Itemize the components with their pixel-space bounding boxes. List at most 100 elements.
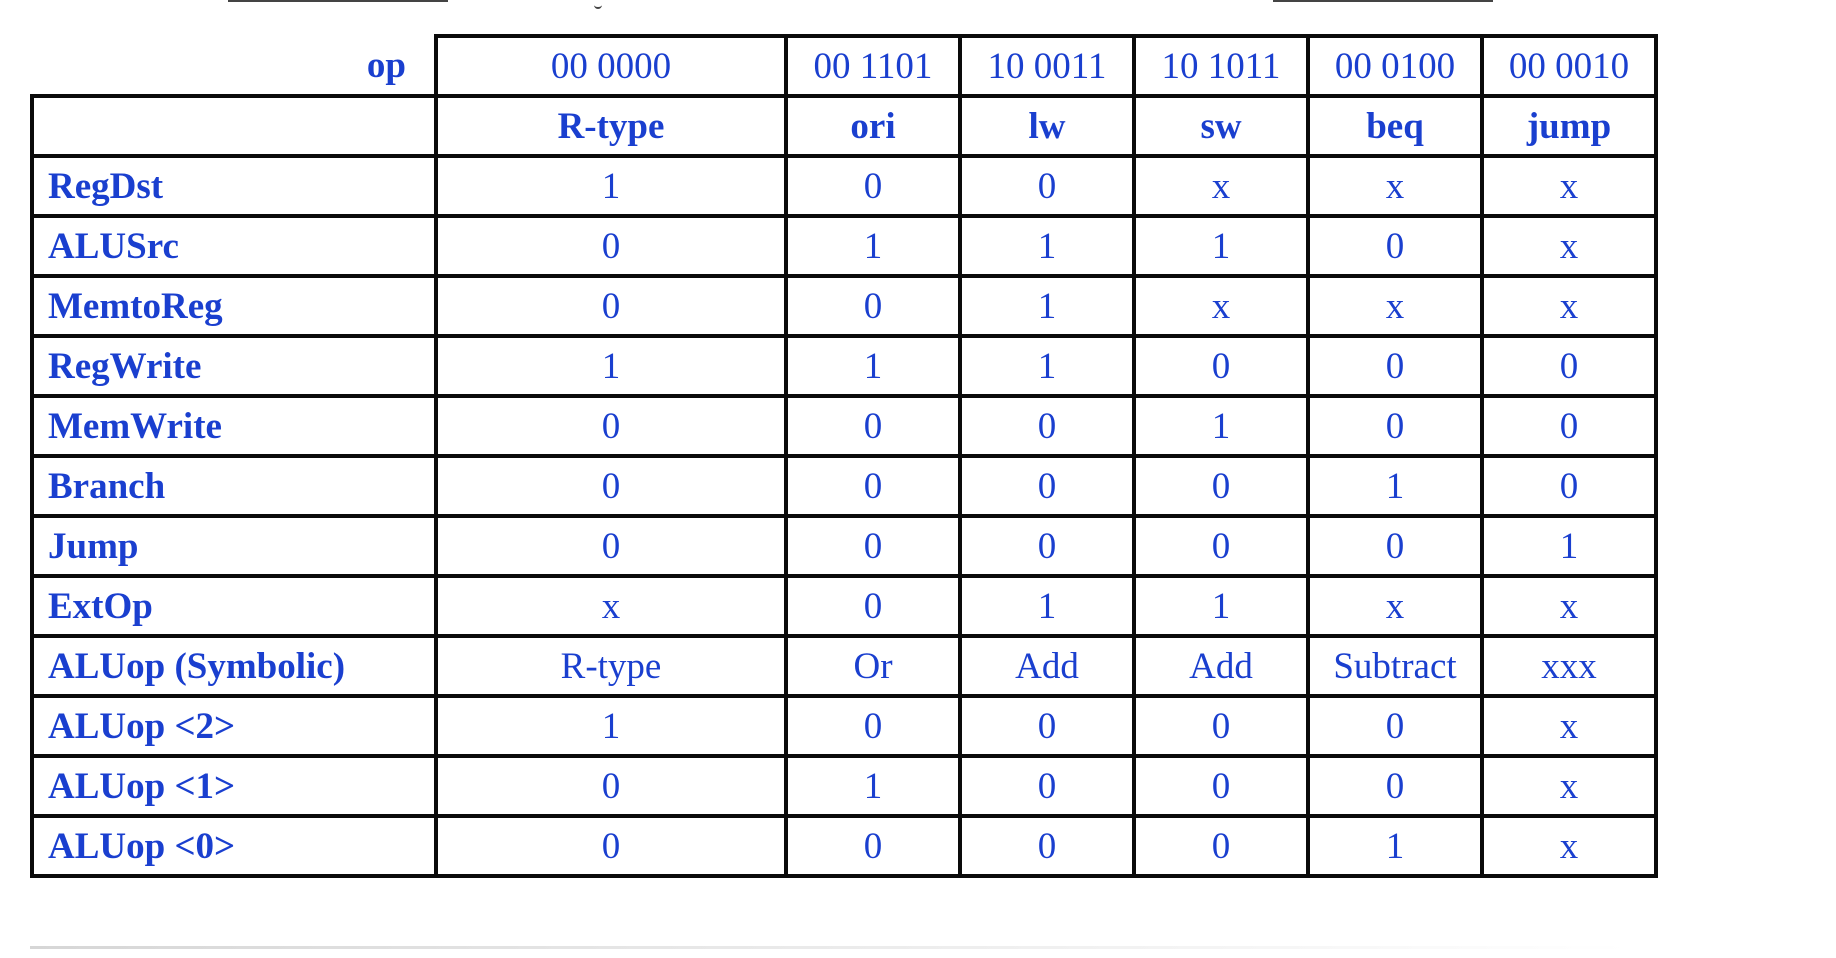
signal-value-cell: 0 bbox=[1132, 514, 1310, 578]
signal-value-cell: 0 bbox=[434, 394, 788, 458]
signal-value-cell: 1 bbox=[958, 334, 1136, 398]
signal-value-cell: x bbox=[1306, 574, 1484, 638]
signal-value-cell: 1 bbox=[434, 154, 788, 218]
table-row: ALUSrc 0 1 1 1 0 x bbox=[30, 214, 1658, 278]
opcode-row: op 00 0000 00 1101 10 0011 10 1011 00 01… bbox=[32, 34, 1658, 98]
instruction-header: R-type bbox=[434, 94, 788, 158]
signal-value-cell: Add bbox=[958, 634, 1136, 698]
opcode-cell: 10 0011 bbox=[958, 34, 1136, 98]
signal-value-cell: 0 bbox=[958, 814, 1136, 878]
signal-value-cell: 0 bbox=[1306, 394, 1484, 458]
table-row: Jump 0 0 0 0 0 1 bbox=[30, 514, 1658, 578]
control-signal-table: op 00 0000 00 1101 10 0011 10 1011 00 01… bbox=[30, 34, 1658, 878]
signal-value-cell: x bbox=[1480, 694, 1658, 758]
table-body: op 00 0000 00 1101 10 0011 10 1011 00 01… bbox=[30, 34, 1658, 878]
cropped-underline-right bbox=[1273, 0, 1493, 2]
signal-value-cell: 0 bbox=[958, 454, 1136, 518]
signal-value-cell: 1 bbox=[784, 334, 962, 398]
signal-value-cell: 0 bbox=[434, 274, 788, 338]
table-row: MemtoReg 0 0 1 x x x bbox=[30, 274, 1658, 338]
cropped-glyph-fragment bbox=[594, 0, 602, 9]
signal-value-cell: 0 bbox=[1132, 754, 1310, 818]
opcode-cell: 00 1101 bbox=[784, 34, 962, 98]
instruction-header: beq bbox=[1306, 94, 1484, 158]
signal-value-cell: 0 bbox=[1132, 334, 1310, 398]
instruction-header: ori bbox=[784, 94, 962, 158]
signal-value-cell: 1 bbox=[958, 574, 1136, 638]
table-row: RegDst 1 0 0 x x x bbox=[30, 154, 1658, 218]
signal-value-cell: 0 bbox=[1306, 694, 1484, 758]
signal-value-cell: Subtract bbox=[1306, 634, 1484, 698]
opcode-cell: 00 0000 bbox=[434, 34, 788, 98]
signal-name: ALUSrc bbox=[30, 214, 438, 278]
signal-value-cell: 0 bbox=[1480, 454, 1658, 518]
signal-value-cell: x bbox=[1480, 814, 1658, 878]
signal-value-cell: 1 bbox=[1132, 574, 1310, 638]
signal-value-cell: Add bbox=[1132, 634, 1310, 698]
signal-value-cell: 1 bbox=[1132, 394, 1310, 458]
op-label: op bbox=[32, 36, 436, 98]
signal-value-cell: 1 bbox=[958, 214, 1136, 278]
cropped-underline-left bbox=[228, 0, 448, 2]
signal-value-cell: 0 bbox=[784, 814, 962, 878]
signal-value-cell: Or bbox=[784, 634, 962, 698]
signal-value-cell: 0 bbox=[434, 754, 788, 818]
signal-value-cell: 0 bbox=[784, 154, 962, 218]
instruction-header: jump bbox=[1480, 94, 1658, 158]
bottom-edge-fragment bbox=[30, 946, 1630, 949]
signal-value-cell: 0 bbox=[958, 394, 1136, 458]
signal-name: Jump bbox=[30, 514, 438, 578]
signal-name: ALUop <2> bbox=[30, 694, 438, 758]
table-row: ALUop <2> 1 0 0 0 0 x bbox=[30, 694, 1658, 758]
signal-value-cell: x bbox=[434, 574, 788, 638]
table-row: RegWrite 1 1 1 0 0 0 bbox=[30, 334, 1658, 398]
opcode-cell: 10 1011 bbox=[1132, 34, 1310, 98]
signal-value-cell: 1 bbox=[434, 334, 788, 398]
signal-value-cell: 0 bbox=[784, 454, 962, 518]
signal-value-cell: 1 bbox=[1132, 214, 1310, 278]
signal-value-cell: x bbox=[1306, 274, 1484, 338]
signal-value-cell: 0 bbox=[958, 154, 1136, 218]
signal-value-cell: 1 bbox=[1480, 514, 1658, 578]
signal-name: MemWrite bbox=[30, 394, 438, 458]
signal-value-cell: 0 bbox=[1306, 514, 1484, 578]
signal-value-cell: 0 bbox=[1480, 334, 1658, 398]
signal-value-cell: x bbox=[1480, 574, 1658, 638]
signal-value-cell: 0 bbox=[1306, 754, 1484, 818]
signal-value-cell: 0 bbox=[784, 574, 962, 638]
instruction-header: sw bbox=[1132, 94, 1310, 158]
signal-value-cell: x bbox=[1480, 214, 1658, 278]
signal-value-cell: 0 bbox=[434, 454, 788, 518]
empty-header-cell bbox=[30, 94, 438, 158]
signal-value-cell: x bbox=[1132, 274, 1310, 338]
signal-value-cell: 0 bbox=[434, 814, 788, 878]
instruction-row: R-type ori lw sw beq jump bbox=[30, 94, 1658, 158]
signal-value-cell: x bbox=[1480, 274, 1658, 338]
signal-value-cell: x bbox=[1132, 154, 1310, 218]
table-row: Branch 0 0 0 0 1 0 bbox=[30, 454, 1658, 518]
signal-value-cell: x bbox=[1480, 754, 1658, 818]
opcode-cell: 00 0010 bbox=[1480, 34, 1658, 98]
signal-value-cell: xxx bbox=[1480, 634, 1658, 698]
opcode-cell: 00 0100 bbox=[1306, 34, 1484, 98]
signal-value-cell: 1 bbox=[784, 754, 962, 818]
signal-name: RegWrite bbox=[30, 334, 438, 398]
signal-value-cell: 0 bbox=[1306, 214, 1484, 278]
signal-value-cell: 0 bbox=[1132, 454, 1310, 518]
signal-value-cell: 0 bbox=[434, 514, 788, 578]
signal-value-cell: 0 bbox=[784, 274, 962, 338]
signal-name: Branch bbox=[30, 454, 438, 518]
signal-value-cell: 0 bbox=[1132, 814, 1310, 878]
signal-value-cell: 1 bbox=[784, 214, 962, 278]
signal-value-cell: x bbox=[1306, 154, 1484, 218]
signal-value-cell: 0 bbox=[434, 214, 788, 278]
signal-value-cell: 0 bbox=[784, 394, 962, 458]
signal-value-cell: 0 bbox=[1306, 334, 1484, 398]
signal-value-cell: 1 bbox=[1306, 814, 1484, 878]
signal-value-cell: 1 bbox=[958, 274, 1136, 338]
signal-value-cell: 0 bbox=[784, 514, 962, 578]
signal-name: RegDst bbox=[30, 154, 438, 218]
signal-name: MemtoReg bbox=[30, 274, 438, 338]
signal-name: ALUop (Symbolic) bbox=[30, 634, 438, 698]
